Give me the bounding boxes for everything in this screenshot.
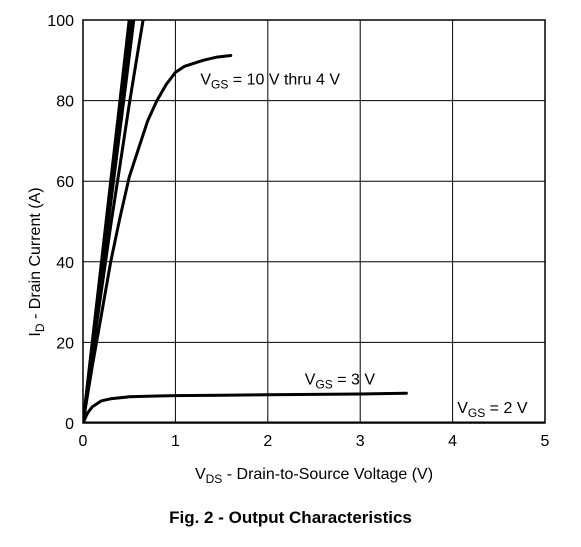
chart-series	[83, 20, 545, 423]
x-tick-label: 5	[541, 433, 550, 450]
y-tick-label: 100	[47, 13, 74, 30]
figure-caption: Fig. 2 - Output Characteristics	[169, 508, 412, 527]
x-tick-label: 1	[171, 433, 180, 450]
x-tick-label: 3	[356, 433, 365, 450]
y-tick-label: 80	[56, 94, 74, 111]
series-line-5	[83, 391, 408, 423]
y-tick-label: 20	[56, 335, 74, 352]
x-tick-label: 4	[448, 433, 457, 450]
x-tick-label: 0	[79, 433, 88, 450]
chart-ticks: 0 1 2 3 4 5 0 20 40 60 80 100	[47, 13, 549, 450]
annotation-vgs-3: VGS = 3 V	[305, 372, 376, 392]
y-axis-title: ID - Drain Current (A)	[27, 187, 47, 336]
chart-annotations: VGS = 10 V thru 4 V VGS = 3 V VGS = 2 V	[200, 71, 527, 419]
y-tick-label: 0	[65, 416, 74, 433]
x-axis-title: VDS - Drain-to-Source Voltage (V)	[195, 466, 433, 486]
annotation-vgs-10-4: VGS = 10 V thru 4 V	[200, 71, 340, 91]
y-tick-label: 40	[56, 255, 74, 272]
series-line-4	[83, 54, 233, 423]
y-tick-label: 60	[56, 174, 74, 191]
x-tick-label: 2	[263, 433, 272, 450]
annotation-vgs-2: VGS = 2 V	[457, 400, 528, 420]
series-line-3	[83, 20, 145, 423]
